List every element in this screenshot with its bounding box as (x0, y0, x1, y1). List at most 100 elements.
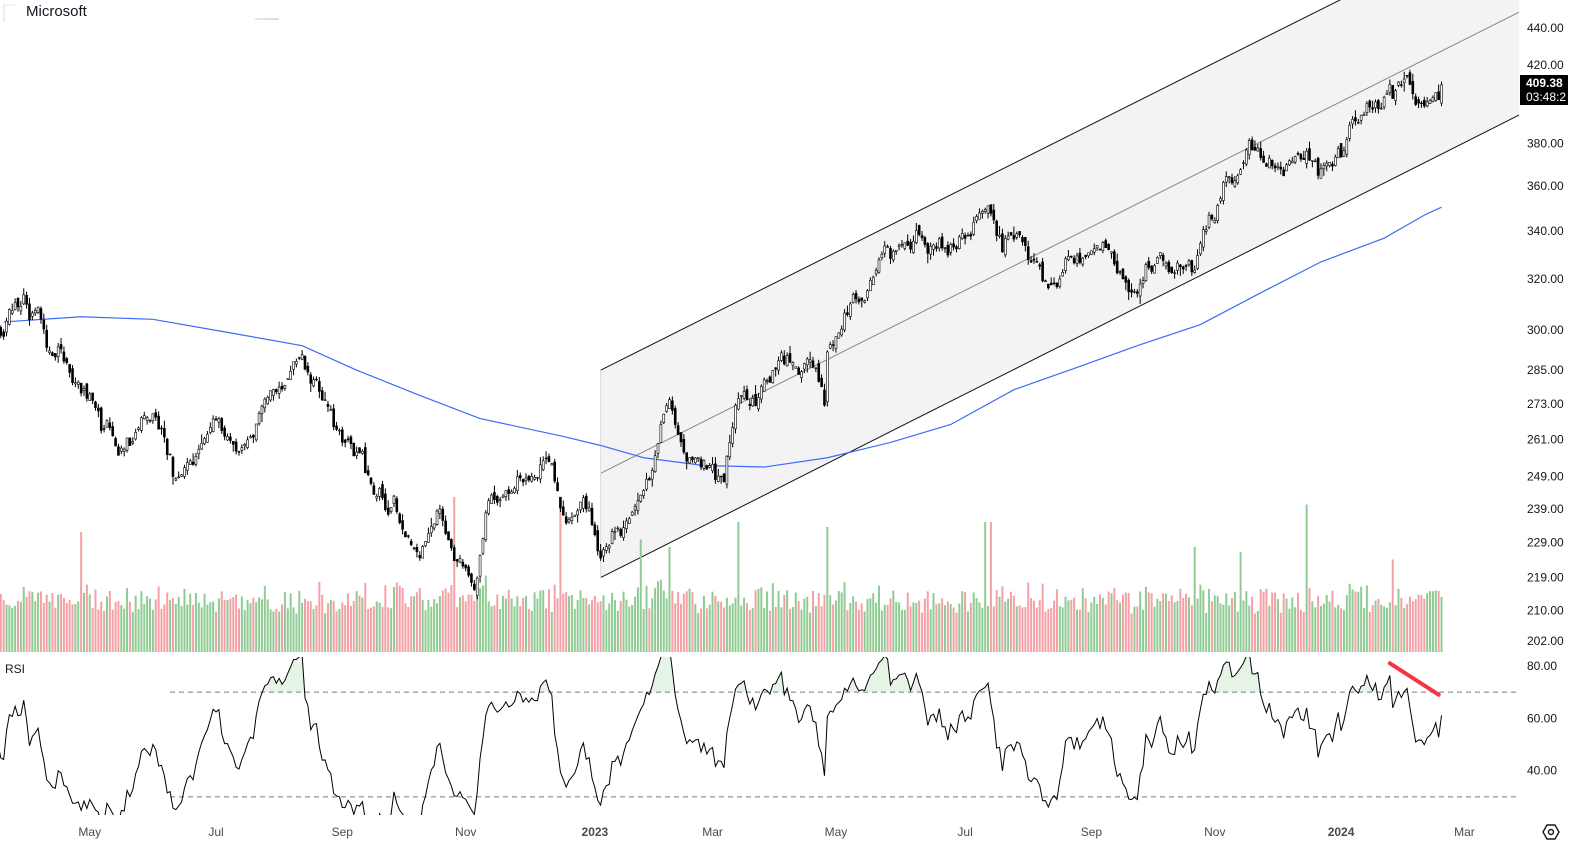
time-axis-label: Nov (455, 825, 476, 839)
candle (495, 494, 499, 506)
candle (168, 453, 172, 456)
current-price-tag: 409.38 03:48:2 (1520, 75, 1568, 105)
candle-body (458, 558, 462, 563)
candle-body (803, 363, 806, 370)
volume-bar (1133, 606, 1136, 652)
candle-body (48, 350, 51, 353)
candle (1242, 160, 1245, 170)
candle (444, 515, 447, 536)
candle (702, 459, 706, 471)
price-axis-label: 340.00 (1527, 224, 1564, 238)
candle-body (137, 427, 140, 430)
volume-bar (697, 613, 700, 652)
candle-body (260, 405, 264, 415)
volume-bar (1262, 591, 1265, 652)
candle-body (1345, 139, 1349, 155)
volume-bar (1179, 588, 1182, 652)
candle-body (550, 463, 554, 466)
candle (174, 477, 178, 482)
volume-bar (1426, 593, 1429, 652)
candle-body (808, 359, 812, 363)
volume-bar (1190, 605, 1193, 652)
candle-body (42, 319, 46, 330)
volume-bar (611, 592, 614, 652)
candle (983, 207, 987, 214)
candle (91, 392, 94, 405)
volume-bar (1406, 604, 1409, 652)
candle-body (1032, 258, 1036, 261)
volume-bar (556, 598, 559, 652)
volume-bar (108, 590, 111, 652)
candle (952, 238, 955, 251)
volume-bar (1331, 590, 1334, 652)
candle (1147, 256, 1151, 270)
volume-bar (458, 597, 461, 652)
volume-bar (1228, 605, 1231, 652)
candle-body (234, 441, 238, 452)
candle (871, 275, 875, 286)
candle (917, 224, 921, 237)
candle-body (303, 355, 307, 370)
volume-bar (427, 599, 430, 652)
price-axis-label: 380.00 (1527, 137, 1564, 151)
candle-body (622, 527, 625, 538)
candle-body (154, 412, 158, 418)
volume-bar (1004, 601, 1007, 652)
volume-bar (797, 601, 800, 652)
volume-bar (1021, 607, 1024, 652)
candle-body (981, 211, 984, 214)
volume-bar (146, 596, 149, 652)
volume-bar (1153, 606, 1156, 652)
time-axis-label: Mar (1454, 825, 1475, 839)
candle-body (1156, 257, 1159, 264)
volume-bar (717, 601, 720, 652)
volume-bar (1354, 591, 1357, 652)
volume-bar (550, 611, 553, 652)
candle-body (240, 447, 244, 451)
candle-body (823, 389, 826, 406)
candle (1141, 276, 1145, 289)
volume-bar (1299, 609, 1302, 652)
candle (1184, 263, 1188, 272)
candle (521, 478, 525, 487)
candle-body (464, 564, 468, 569)
candle-body (455, 559, 459, 562)
candle (1316, 156, 1320, 180)
volume-bar (984, 522, 987, 652)
candle-body (128, 437, 132, 446)
candle-body (467, 566, 470, 576)
candle-body (263, 398, 267, 409)
candle (978, 208, 981, 220)
volume-bar (857, 609, 860, 652)
candle-body (1035, 261, 1039, 263)
candle (972, 216, 976, 236)
candle (1230, 173, 1234, 185)
candle (148, 419, 152, 423)
volume-bar (5, 604, 8, 652)
candle-body (714, 463, 717, 480)
chart-settings-button[interactable] (1542, 823, 1560, 846)
candle-body (1411, 81, 1415, 94)
volume-bar (171, 597, 174, 652)
candle-body (1144, 264, 1148, 281)
candle-body (1336, 148, 1340, 159)
candle-body (992, 209, 996, 221)
volume-bar (757, 588, 760, 652)
volume-bar (249, 603, 252, 652)
volume-bar (1371, 605, 1374, 652)
volume-bar (1162, 593, 1165, 652)
volume-bar (1308, 588, 1311, 652)
candle-body (903, 242, 907, 249)
candle-body (699, 458, 703, 468)
symbol-logo-icon (3, 4, 15, 22)
candle (252, 434, 255, 444)
volume-bar (832, 604, 835, 652)
volume-bar (1408, 596, 1411, 652)
candle-body (530, 475, 534, 482)
volume-bar (1199, 584, 1202, 652)
volume-bar (659, 579, 662, 652)
candle (877, 257, 881, 274)
candle-body (757, 397, 760, 410)
candle (593, 521, 597, 537)
